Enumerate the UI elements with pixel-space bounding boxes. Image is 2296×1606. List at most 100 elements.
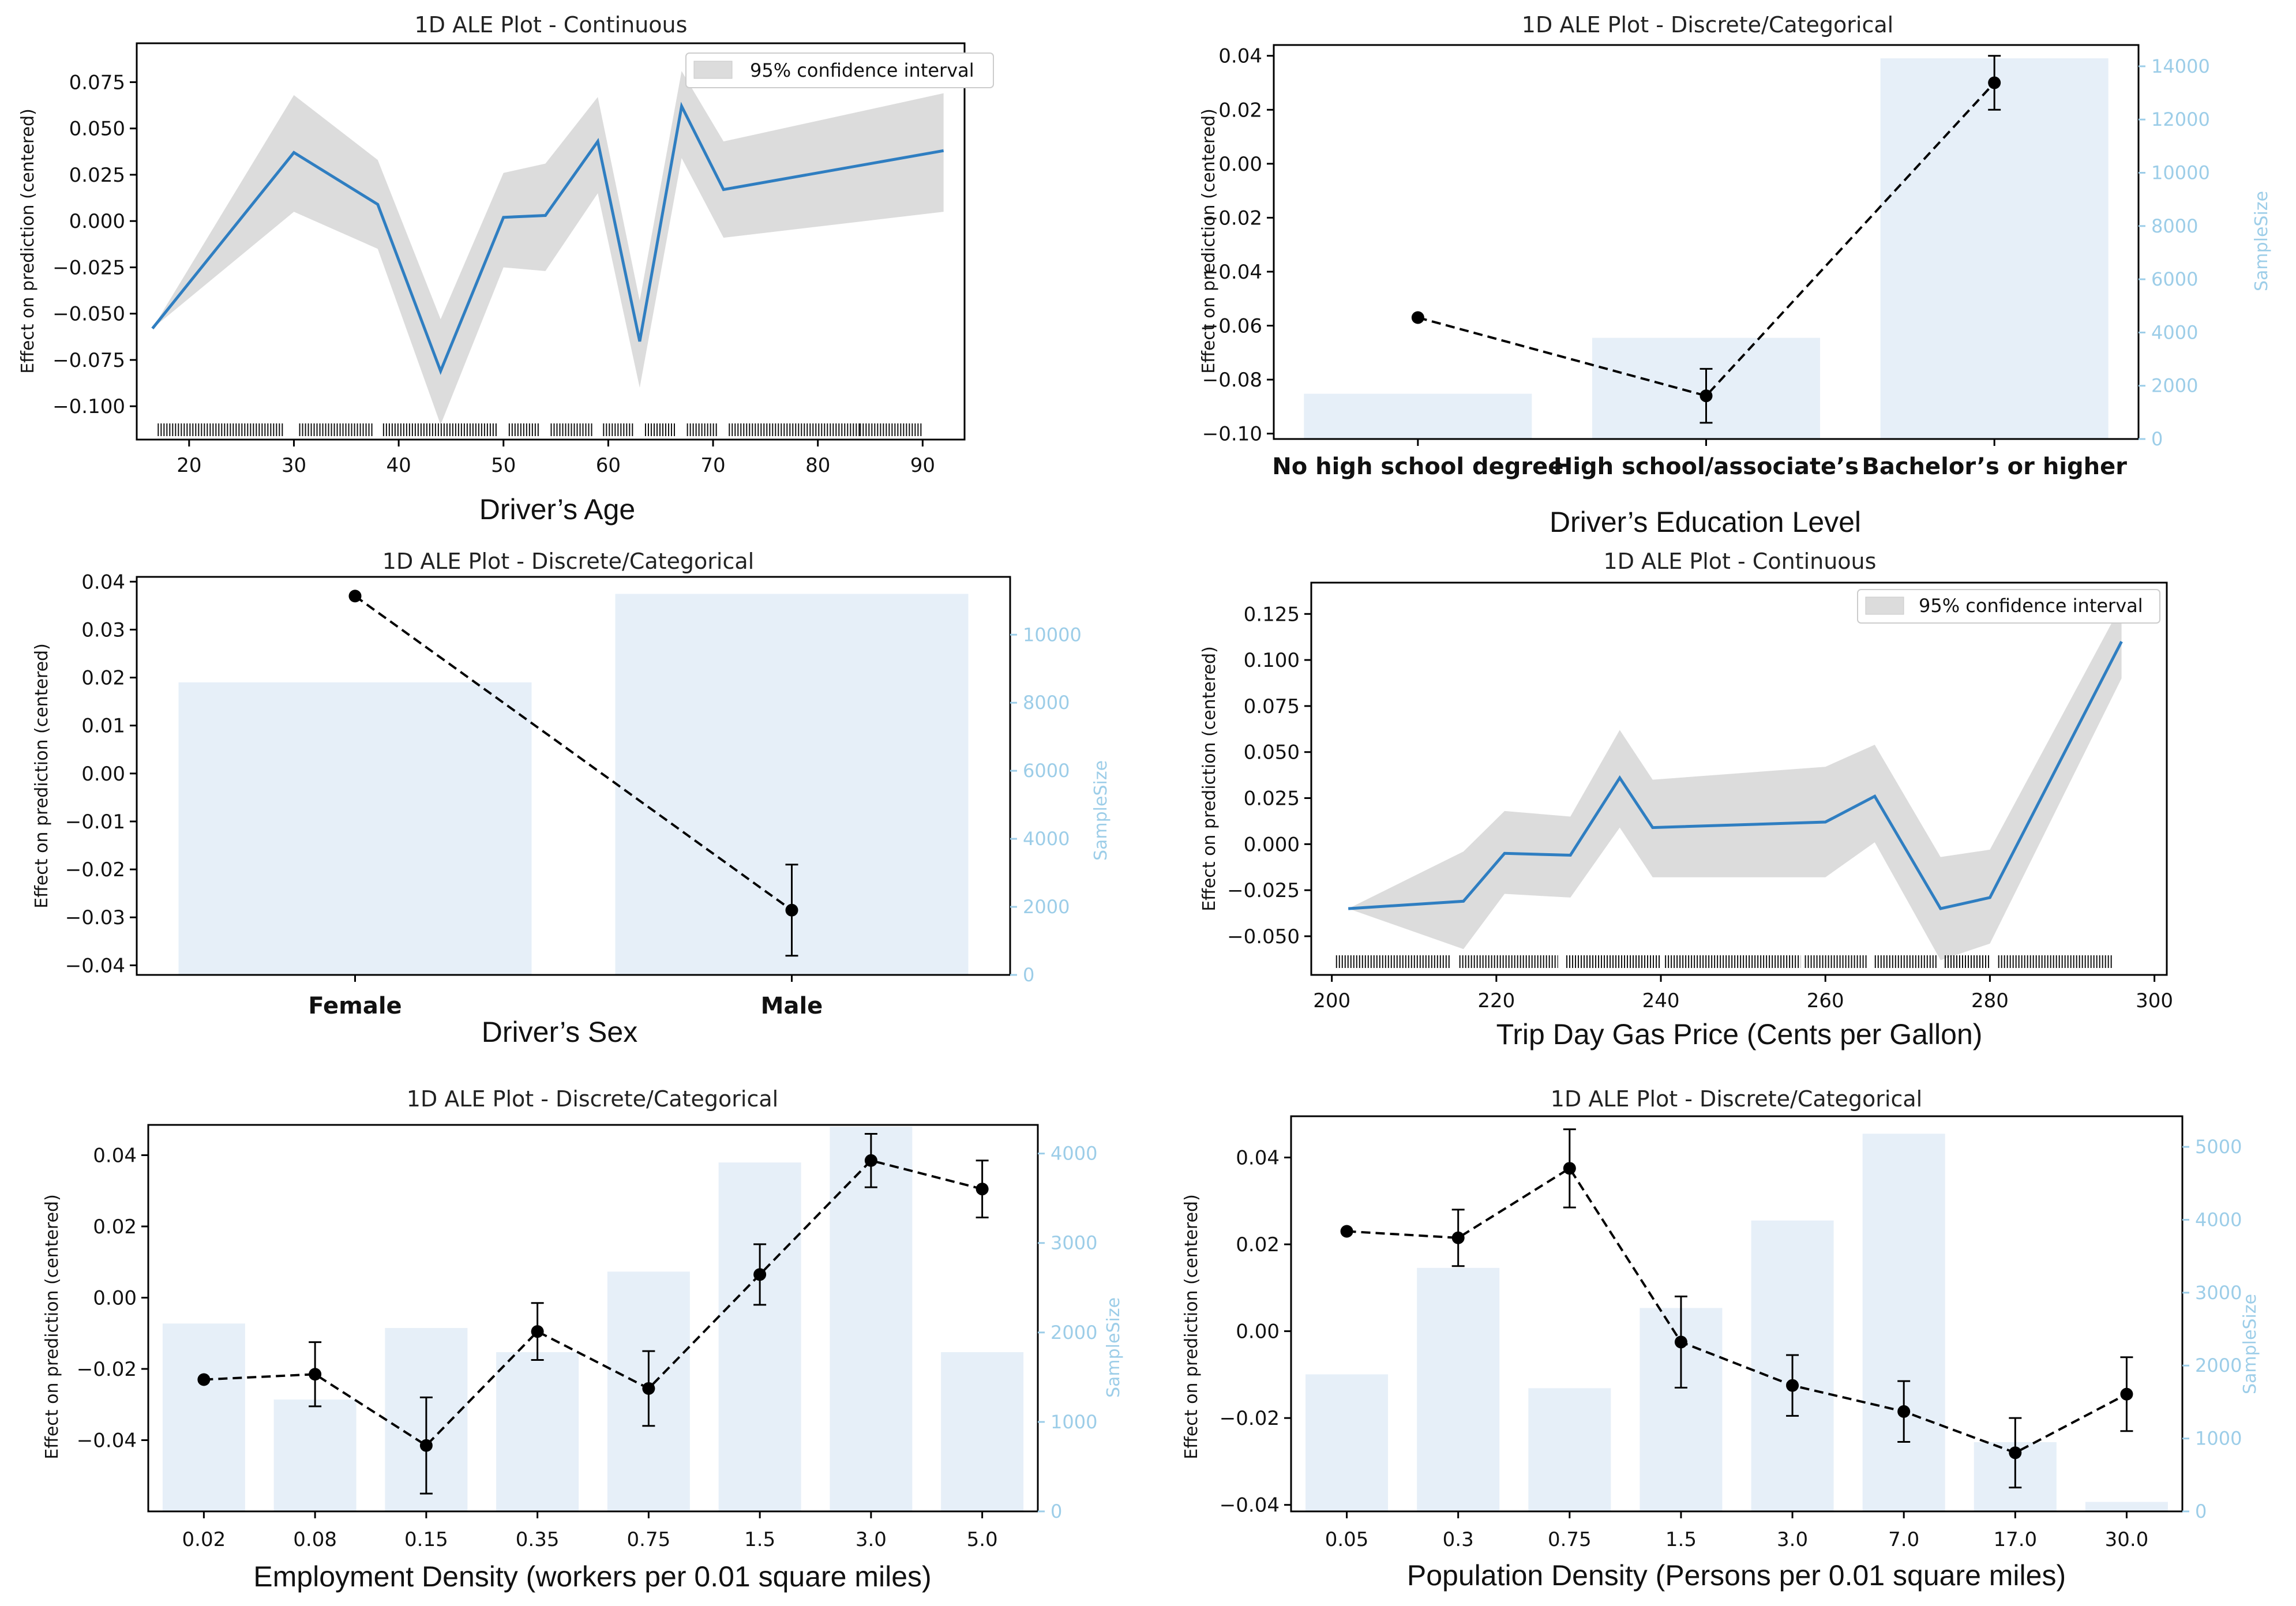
y2-tick-label: 6000 <box>1023 760 1070 782</box>
effect-line <box>354 595 793 911</box>
chart-title: 1D ALE Plot - Discrete/Categorical <box>407 1086 778 1112</box>
y2-tick-label: 0 <box>1051 1500 1062 1522</box>
x-tick-label: 1.5 <box>1665 1528 1697 1551</box>
y2-tick-label: 8000 <box>1023 692 1070 714</box>
x-tick-label: 0.75 <box>1548 1528 1592 1551</box>
x-tick-label: High school/associate’s <box>1554 453 1859 480</box>
sample-size-bar <box>178 682 532 975</box>
effect-point <box>753 1268 767 1281</box>
x-tick-label: 300 <box>2136 989 2173 1012</box>
x-tick-label: Male <box>761 993 823 1019</box>
x-tick-label: 260 <box>1807 989 1844 1012</box>
sample-size-bar <box>162 1323 245 1511</box>
y2-tick-label: 0 <box>2195 1500 2207 1522</box>
y2-tick-label: 1000 <box>2195 1428 2242 1450</box>
y2-axis-label: SampleSize <box>2252 191 2272 291</box>
plot-frame <box>1290 1115 2184 1513</box>
chart-sex: 1D ALE Plot - Discrete/Categorical Effec… <box>32 549 1111 1048</box>
y2-tick-label: 1000 <box>1051 1411 1097 1433</box>
chart-title: 1D ALE Plot - Discrete/Categorical <box>1551 1086 1922 1112</box>
x-tick-label: 240 <box>1642 989 1680 1012</box>
y2-tick-label: 8000 <box>2151 215 2198 237</box>
y-tick-label: −0.04 <box>77 1429 137 1452</box>
effect-point <box>1451 1231 1465 1244</box>
effect-point <box>197 1373 211 1386</box>
x-tick-label: 80 <box>805 454 830 477</box>
y2-tick-label: 3000 <box>1051 1232 1097 1254</box>
effect-line <box>204 1159 983 1447</box>
y2-tick-label: 3000 <box>2195 1282 2242 1304</box>
effect-point <box>348 590 362 603</box>
y-tick-label: −0.04 <box>1202 261 1262 284</box>
y2-tick-label: 0 <box>2151 428 2163 450</box>
effect-point <box>1674 1335 1687 1349</box>
y2-tick-label: 14000 <box>2151 55 2210 77</box>
x-tick-label: 70 <box>700 454 725 477</box>
y-tick-label: −0.075 <box>52 349 125 372</box>
y-tick-label: −0.050 <box>1227 925 1300 948</box>
y-tick-label: 0.00 <box>93 1286 137 1309</box>
legend-ci-swatch <box>1865 596 1904 615</box>
y-tick-label: −0.06 <box>1202 315 1262 338</box>
legend: 95% confidence interval <box>685 52 994 88</box>
chart-age: 1D ALE Plot - Continuous Effect on predi… <box>18 12 994 526</box>
y-tick-label: −0.100 <box>52 395 125 418</box>
y2-axis-label: SampleSize <box>1091 760 1111 861</box>
effect-point <box>1988 76 2001 89</box>
x-tick-label: 30.0 <box>2105 1528 2149 1551</box>
y-tick-label: 0.050 <box>1244 741 1300 764</box>
plot-frame <box>1310 581 2168 976</box>
chart-employment-density: 1D ALE Plot - Discrete/Categorical Effec… <box>42 1086 1124 1593</box>
effect-line <box>1417 82 1995 397</box>
x-tick-label: 30 <box>282 454 306 477</box>
sample-size-bar <box>941 1352 1024 1511</box>
x-tick-label: 0.05 <box>1325 1528 1369 1551</box>
confidence-band <box>152 71 944 425</box>
effect-point <box>1563 1162 1576 1175</box>
y-tick-label: 0.03 <box>81 618 125 641</box>
sample-size-bar <box>830 1127 913 1511</box>
plot-frame <box>147 1124 1039 1513</box>
y2-tick-label: 2000 <box>1051 1322 1097 1344</box>
effect-point <box>1411 311 1424 324</box>
y-tick-label: 0.02 <box>93 1215 137 1239</box>
y2-tick-label: 4000 <box>2151 321 2198 343</box>
y-tick-label: 0.025 <box>69 164 125 187</box>
y-tick-label: 0.00 <box>81 763 125 786</box>
sample-size-bar <box>1528 1388 1611 1511</box>
y-tick-label: −0.04 <box>65 954 125 977</box>
y-tick-label: 0.000 <box>69 210 125 233</box>
x-tick-label: 0.15 <box>404 1528 448 1551</box>
x-tick-label: 0.02 <box>182 1528 226 1551</box>
chart-title: 1D ALE Plot - Continuous <box>1604 549 1877 574</box>
x-axis-label: Population Density (Persons per 0.01 squ… <box>1407 1559 2066 1592</box>
y2-tick-label: 12000 <box>2151 108 2210 130</box>
chart-title: 1D ALE Plot - Continuous <box>415 12 688 37</box>
x-tick-label: 3.0 <box>856 1528 887 1551</box>
legend-ci-swatch <box>693 61 733 79</box>
effect-point <box>2120 1387 2133 1401</box>
sample-size-bar <box>1880 58 2109 439</box>
y2-tick-label: 4000 <box>2195 1209 2242 1230</box>
effect-point <box>864 1154 877 1167</box>
sample-size-bar <box>1304 393 1532 439</box>
x-tick-label: 40 <box>386 454 411 477</box>
y2-tick-label: 4000 <box>1051 1143 1097 1165</box>
legend-label: 95% confidence interval <box>750 59 974 81</box>
y-tick-label: 0.000 <box>1244 833 1300 856</box>
x-tick-label: 3.0 <box>1777 1528 1808 1551</box>
effect-point <box>2009 1446 2022 1459</box>
effect-point <box>1786 1379 1799 1392</box>
y2-tick-label: 10000 <box>2151 162 2210 184</box>
chart-title: 1D ALE Plot - Discrete/Categorical <box>1522 12 1893 37</box>
x-tick-label: 200 <box>1313 989 1350 1012</box>
effect-point <box>531 1325 544 1338</box>
x-tick-label: 0.3 <box>1443 1528 1474 1551</box>
x-tick-label: No high school degree <box>1272 453 1563 480</box>
y-axis-label: Effect on prediction (centered) <box>18 108 38 374</box>
y-tick-label: −0.10 <box>1202 423 1262 446</box>
x-tick-label: 1.5 <box>744 1528 775 1551</box>
effect-point <box>1897 1405 1911 1418</box>
x-tick-label: 220 <box>1477 989 1515 1012</box>
x-tick-label: 50 <box>491 454 516 477</box>
